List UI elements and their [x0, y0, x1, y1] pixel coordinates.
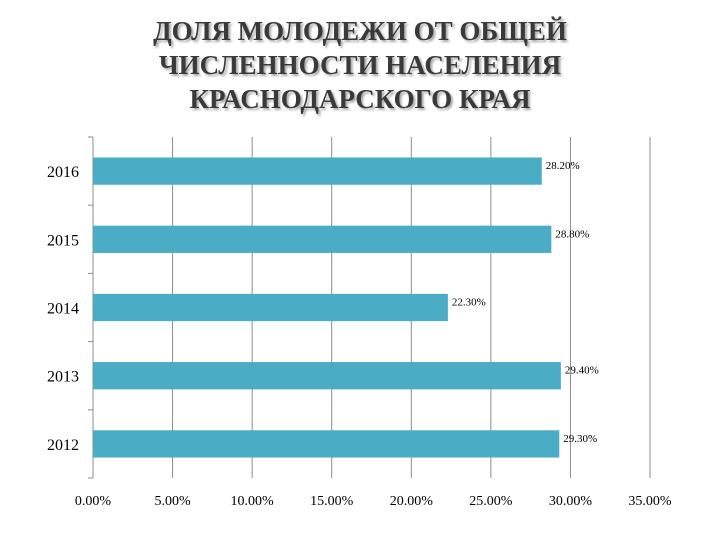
y-category-label: 2015 — [47, 232, 79, 249]
x-tick-label: 30.00% — [549, 494, 593, 509]
bar — [93, 293, 448, 322]
x-tick-label: 5.00% — [154, 494, 191, 509]
chart-title-line-2: ЧИСЛЕННОСТИ НАСЕЛЕНИЯ — [158, 50, 562, 80]
y-category-label: 2016 — [47, 164, 79, 181]
bar — [93, 225, 552, 253]
bar — [93, 157, 542, 185]
data-label: 22.30% — [452, 297, 486, 309]
data-label: 28.80% — [555, 228, 589, 240]
y-category-label: 2014 — [47, 301, 79, 318]
x-tick-label: 25.00% — [469, 494, 513, 509]
x-tick-label: 20.00% — [390, 494, 434, 509]
data-label: 29.40% — [565, 365, 599, 377]
data-label: 29.30% — [563, 433, 597, 445]
x-tick-label: 0.00% — [75, 494, 112, 509]
x-tick-label: 10.00% — [231, 494, 275, 509]
x-tick-label: 35.00% — [628, 494, 672, 509]
x-tick-label: 15.00% — [310, 494, 354, 509]
bar — [93, 362, 561, 390]
data-label: 28.20% — [546, 160, 580, 172]
bar — [93, 430, 560, 458]
y-category-label: 2013 — [47, 369, 79, 386]
y-category-label: 2012 — [47, 437, 79, 454]
chart-title-line-1: ДОЛЯ МОЛОДЕЖИ ОТ ОБЩЕЙ — [153, 16, 567, 46]
chart-title: ДОЛЯ МОЛОДЕЖИ ОТ ОБЩЕЙ ЧИСЛЕННОСТИ НАСЕЛ… — [0, 14, 720, 116]
chart-title-line-3: КРАСНОДАРСКОГО КРАЯ — [189, 84, 531, 114]
